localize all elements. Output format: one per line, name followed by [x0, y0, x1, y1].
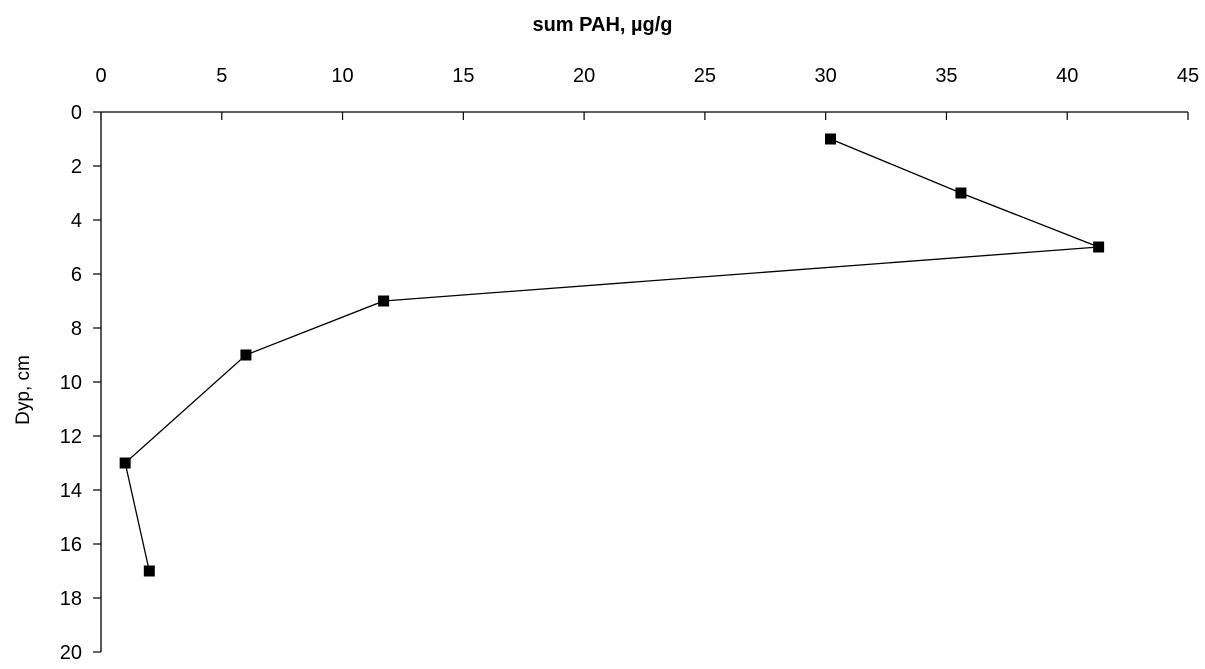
- data-point: [378, 295, 390, 307]
- data-point: [824, 133, 836, 145]
- x-tick-label: 40: [1056, 65, 1078, 87]
- x-axis-title: sum PAH, µg/g: [532, 14, 673, 36]
- x-tick-label: 0: [95, 65, 106, 87]
- x-tick-label: 45: [1177, 65, 1199, 87]
- x-tick-label: 15: [452, 65, 474, 87]
- data-point: [955, 187, 967, 199]
- y-tick-label: 2: [71, 156, 82, 178]
- data-point: [1093, 241, 1105, 253]
- y-axis-title: Dyp, cm: [13, 355, 34, 425]
- x-tick-label: 20: [573, 65, 595, 87]
- data-point: [119, 457, 131, 469]
- y-tick-label: 10: [60, 372, 82, 394]
- y-tick-label: 18: [60, 588, 82, 610]
- data-point: [240, 349, 252, 361]
- y-tick-label: 16: [60, 534, 82, 556]
- y-tick-label: 20: [60, 642, 82, 664]
- x-tick-label: 5: [216, 65, 227, 87]
- y-tick-label: 14: [60, 480, 82, 502]
- y-tick-label: 8: [71, 318, 82, 340]
- x-tick-label: 30: [815, 65, 837, 87]
- y-tick-label: 4: [71, 210, 82, 232]
- y-tick-label: 12: [60, 426, 82, 448]
- x-tick-label: 10: [331, 65, 353, 87]
- x-tick-label: 25: [694, 65, 716, 87]
- series-line: [124, 138, 1099, 572]
- x-tick-label: 35: [935, 65, 957, 87]
- y-tick-label: 6: [71, 264, 82, 286]
- data-point: [143, 565, 155, 577]
- y-tick-label: 0: [71, 102, 82, 124]
